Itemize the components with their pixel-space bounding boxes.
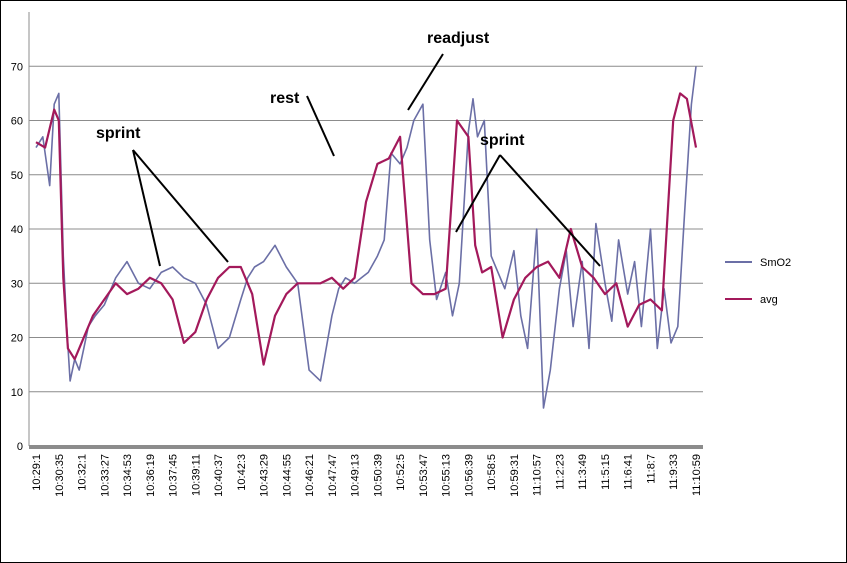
x-tick-label: 11:6:41 — [623, 454, 635, 490]
x-tick-label: 10:53:47 — [418, 454, 430, 497]
x-tick-label: 10:49:13 — [350, 454, 362, 497]
y-tick-label: 10 — [11, 387, 23, 399]
x-tick-label: 10:40:37 — [213, 454, 225, 497]
x-tick-label: 10:42:3 — [236, 454, 248, 491]
x-tick-label: 10:30:35 — [54, 454, 66, 497]
x-axis-tick-labels: 10:29:1 10:30:35 10:32:1 10:33:27 10:34:53 10… — [31, 454, 703, 497]
x-tick-label: 10:36:19 — [145, 454, 157, 497]
annotation-arrow — [132, 149, 161, 267]
annotation-arrow — [499, 154, 601, 267]
annotation-arrow — [407, 53, 444, 111]
annotation-label: readjust — [427, 30, 490, 47]
x-tick-label: 10:34:53 — [122, 454, 134, 497]
x-tick-label: 11:10:57 — [532, 454, 544, 496]
x-tick-label: 11:8:7 — [645, 454, 657, 484]
x-axis-bar — [29, 445, 703, 449]
annotation-arrow — [132, 149, 229, 263]
x-tick-label: 10:44:55 — [281, 454, 293, 497]
x-tick-label: 11:5:15 — [600, 454, 612, 490]
x-tick-label: 10:56:39 — [463, 454, 475, 497]
x-tick-label: 10:47:47 — [327, 454, 339, 497]
x-tick-label: 10:59:31 — [509, 454, 521, 497]
y-tick-label: 70 — [11, 61, 23, 73]
x-tick-label: 10:43:29 — [259, 454, 271, 497]
y-tick-label: 60 — [11, 116, 23, 128]
x-tick-label: 10:52:5 — [395, 454, 407, 491]
x-tick-label: 10:32:1 — [77, 454, 89, 491]
annotation-label: sprint — [480, 132, 525, 149]
axes — [28, 12, 703, 449]
annotation-arrow — [455, 154, 501, 233]
x-tick-label: 10:46:21 — [304, 454, 316, 497]
y-axis-tick-labels: 0 10 20 30 40 50 60 70 — [11, 61, 23, 453]
annotation-arrow — [306, 95, 335, 157]
series-line-smo2 — [35, 66, 697, 409]
x-tick-label: 10:37:45 — [168, 454, 180, 497]
x-tick-label: 10:55:13 — [441, 454, 453, 497]
legend-entry: avg — [760, 294, 778, 306]
x-tick-label: 10:58:5 — [486, 454, 498, 491]
annotation-label: rest — [270, 90, 300, 107]
y-tick-label: 40 — [11, 224, 23, 236]
x-tick-label: 11:10:59 — [691, 454, 703, 496]
legend-entry: SmO2 — [760, 257, 791, 269]
y-tick-label: 50 — [11, 170, 23, 182]
x-tick-label: 11:2:23 — [554, 454, 566, 490]
gridlines — [29, 65, 703, 393]
y-tick-label: 0 — [17, 441, 23, 453]
annotations: sprint rest readjust sprint — [96, 30, 601, 267]
y-tick-label: 20 — [11, 333, 23, 345]
series-line-avg — [35, 92, 698, 366]
series-lines — [35, 66, 698, 409]
x-tick-label: 10:39:11 — [190, 454, 202, 496]
x-tick-label: 11:9:33 — [668, 454, 680, 490]
x-tick-label: 10:33:27 — [99, 454, 111, 497]
x-tick-label: 10:50:39 — [372, 454, 384, 497]
annotation-label: sprint — [96, 125, 141, 142]
x-tick-label: 10:29:1 — [31, 454, 43, 491]
x-tick-label: 11:3:49 — [577, 454, 589, 490]
legend: SmO2 avg — [725, 257, 791, 306]
y-tick-label: 30 — [11, 278, 23, 290]
